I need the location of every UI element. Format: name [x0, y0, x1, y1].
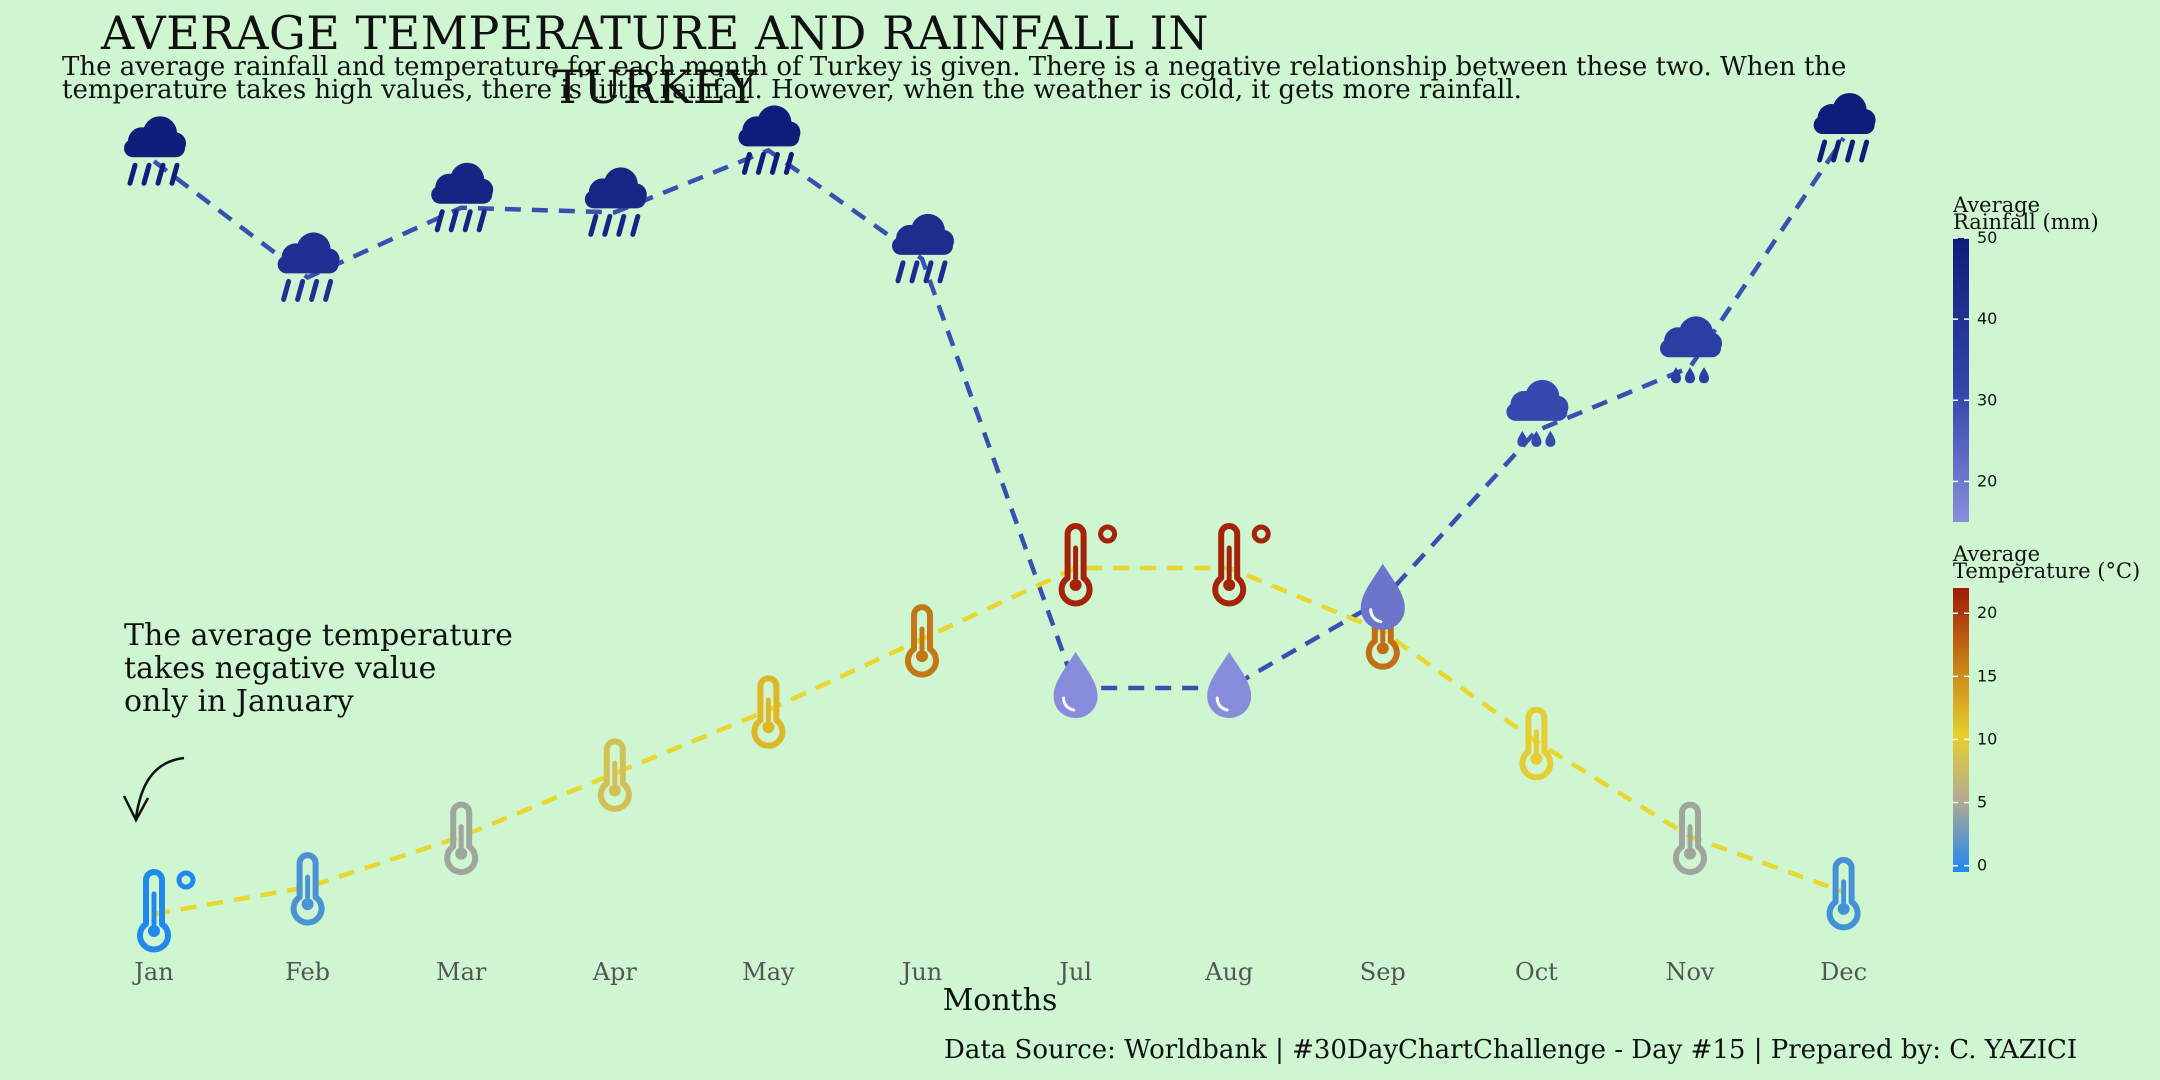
- rainfall-legend-title-2: Rainfall (mm): [1953, 210, 2099, 234]
- temperature-point-jun: [905, 604, 939, 678]
- rainfall-point-jan: [124, 116, 186, 186]
- x-tick-apr: Apr: [592, 958, 638, 986]
- rainfall-point-feb: [277, 232, 340, 302]
- temperature-legend-tick-label-5: 5: [1977, 793, 1987, 812]
- rainfall-point-oct: [1506, 379, 1569, 447]
- x-tick-jul: Jul: [1056, 958, 1092, 986]
- temperature-legend-title-2: Temperature (°C): [1953, 559, 2140, 583]
- x-axis-title: Months: [943, 983, 1058, 1018]
- temperature-point-oct: [1519, 706, 1554, 781]
- x-tick-feb: Feb: [285, 958, 330, 986]
- rainfall-point-nov: [1660, 316, 1722, 384]
- temperature-legend-title-1: Average: [1952, 542, 2040, 566]
- rainfall-series-line: [152, 136, 1846, 691]
- rainfall-point-dec: [1813, 93, 1876, 163]
- temperature-point-aug: [1212, 523, 1271, 607]
- rainfall-point-aug: [1207, 652, 1252, 718]
- rainfall-point-apr: [584, 167, 647, 237]
- rainfall-legend-tick-label-30: 30: [1977, 390, 1997, 409]
- rainfall-legend: Average Rainfall (mm) 50 40 30 20: [1952, 193, 2099, 522]
- temperature-series-line: [153, 565, 1845, 917]
- rainfall-point-sep: [1360, 563, 1405, 630]
- temperature-point-feb: [290, 852, 325, 926]
- temperature-point-may: [751, 675, 786, 749]
- rainfall-point-mar: [431, 162, 494, 233]
- caption: Data Source: Worldbank | #30DayChartChal…: [944, 1035, 2077, 1065]
- x-tick-sep: Sep: [1360, 958, 1406, 986]
- rainfall-legend-tick-label-40: 40: [1977, 309, 1997, 328]
- temperature-point-mar: [444, 801, 479, 875]
- x-tick-mar: Mar: [436, 958, 487, 986]
- rainfall-point-jun: [892, 213, 954, 284]
- temperature-legend-tick-label-10: 10: [1977, 729, 1997, 748]
- rainfall-point-jul: [1053, 652, 1098, 718]
- temperature-point-apr: [597, 738, 632, 812]
- rainfall-legend-title-1: Average: [1952, 193, 2040, 217]
- annotation-line-2: takes negative value: [124, 651, 436, 686]
- annotation: The average temperature takes negative v…: [122, 618, 513, 823]
- annotation-arrow-head: [122, 795, 150, 823]
- rainfall-legend-tick-label-20: 20: [1977, 471, 1997, 490]
- x-tick-nov: Nov: [1665, 958, 1714, 986]
- temperature-legend-tick-label-15: 15: [1977, 666, 1997, 685]
- x-tick-oct: Oct: [1515, 958, 1558, 986]
- x-tick-dec: Dec: [1820, 958, 1867, 986]
- temperature-point-dec: [1826, 856, 1861, 931]
- temperature-point-jul: [1058, 523, 1118, 607]
- annotation-line-1: The average temperature: [124, 618, 513, 653]
- x-tick-jan: Jan: [131, 958, 173, 986]
- chart-title: AVERAGE TEMPERATURE AND RAINFALL IN TURK…: [100, 6, 1210, 114]
- rainfall-legend-tick-label-50: 50: [1977, 228, 1997, 247]
- temperature-legend-tick-label-0: 0: [1977, 856, 1987, 875]
- x-tick-may: May: [742, 958, 795, 986]
- temperature-legend-bar: [1953, 588, 1969, 872]
- temperature-legend-tick-label-20: 20: [1977, 603, 1997, 622]
- rainfall-legend-bar: [1953, 238, 1969, 522]
- x-tick-jun: Jun: [899, 958, 943, 986]
- temperature-point-jan: [137, 869, 196, 953]
- annotation-line-3: only in January: [124, 684, 354, 719]
- temperature-legend: Average Temperature (°C) 20 15 10 5 0: [1952, 542, 2140, 875]
- annotation-arrow: [134, 756, 185, 819]
- chart-subtitle: The average rainfall and temperature for…: [62, 52, 1847, 105]
- temperature-point-nov: [1673, 801, 1707, 875]
- rainfall-point-may: [738, 105, 801, 175]
- x-tick-aug: Aug: [1204, 958, 1253, 986]
